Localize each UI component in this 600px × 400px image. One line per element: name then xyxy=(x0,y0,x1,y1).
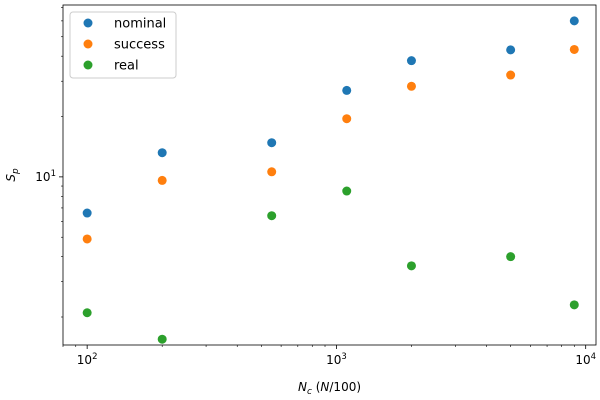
data-point-nominal xyxy=(157,148,167,158)
data-point-success xyxy=(157,175,167,185)
legend-frame xyxy=(69,11,177,79)
legend-label-real: real xyxy=(114,59,139,74)
legend-marker-real xyxy=(83,60,93,70)
data-point-nominal xyxy=(342,85,352,95)
data-point-real xyxy=(267,211,277,221)
data-point-nominal xyxy=(406,56,416,66)
series-real xyxy=(82,186,579,344)
x-tick-label: 103 xyxy=(326,352,347,367)
y-axis-label: Sp xyxy=(4,168,21,182)
series-nominal xyxy=(82,16,579,218)
data-point-success xyxy=(82,234,92,244)
data-point-real xyxy=(569,300,579,310)
data-point-real xyxy=(157,334,167,344)
legend-label-nominal: nominal xyxy=(114,17,166,32)
data-point-success xyxy=(406,81,416,91)
x-axis-label: Nc (N/100) xyxy=(298,380,361,397)
legend-marker-success xyxy=(83,39,93,49)
data-point-nominal xyxy=(267,138,277,148)
data-point-real xyxy=(82,308,92,318)
legend-label-success: success xyxy=(114,38,165,53)
legend-marker-nominal xyxy=(83,18,93,28)
data-point-success xyxy=(569,44,579,54)
x-tick-label: 104 xyxy=(575,352,596,367)
series-success xyxy=(82,44,579,244)
legend: nominal success real xyxy=(69,11,177,79)
x-tick-label: 102 xyxy=(77,352,98,367)
data-point-real xyxy=(342,186,352,196)
data-point-success xyxy=(342,114,352,124)
data-point-real xyxy=(506,252,516,262)
y-tick-label: 101 xyxy=(35,169,56,184)
data-point-nominal xyxy=(569,16,579,26)
data-point-nominal xyxy=(506,45,516,55)
data-point-real xyxy=(406,261,416,271)
plot-frame xyxy=(62,4,597,346)
data-point-success xyxy=(506,70,516,80)
data-point-nominal xyxy=(82,208,92,218)
data-point-success xyxy=(267,167,277,177)
